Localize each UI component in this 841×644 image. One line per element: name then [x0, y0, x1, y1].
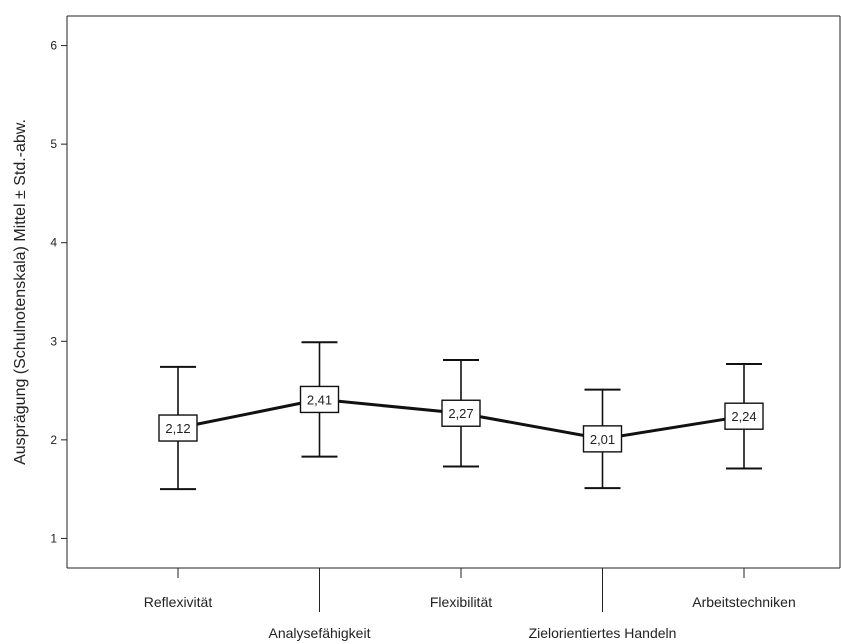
data-label-box [158, 414, 198, 442]
y-tick-label: 4 [50, 236, 57, 250]
data-label: 2,41 [307, 392, 332, 407]
x-category-label: Flexibilität [430, 594, 492, 610]
data-label-box [724, 402, 764, 430]
y-tick-label: 3 [50, 334, 57, 348]
x-category-label: Reflexivität [144, 594, 213, 610]
y-tick-label: 2 [50, 433, 57, 447]
x-category-label: Arbeitstechniken [692, 594, 796, 610]
data-label: 2,01 [590, 432, 615, 447]
y-tick-label: 6 [50, 39, 57, 53]
data-label: 2,12 [165, 421, 190, 436]
x-category-label: Analysefähigkeit [269, 625, 371, 641]
data-label: 2,27 [448, 406, 473, 421]
y-tick-label: 5 [50, 137, 57, 151]
data-label-box [441, 399, 481, 427]
y-axis-title: Ausprägung (Schulnotenskala) Mittel ± St… [12, 119, 29, 465]
data-label: 2,24 [731, 409, 756, 424]
x-category-label: Zielorientiertes Handeln [529, 625, 677, 641]
data-label-box [299, 385, 340, 414]
axes: 1 2 3 4 5 6 Ausprägung (Schulnotenskala) Mitte… [12, 15, 841, 641]
y-tick-label: 1 [50, 531, 57, 545]
data-label-box [582, 425, 623, 453]
marks: 2,12 2,41 2,27 2,01 2,24 [158, 341, 764, 491]
